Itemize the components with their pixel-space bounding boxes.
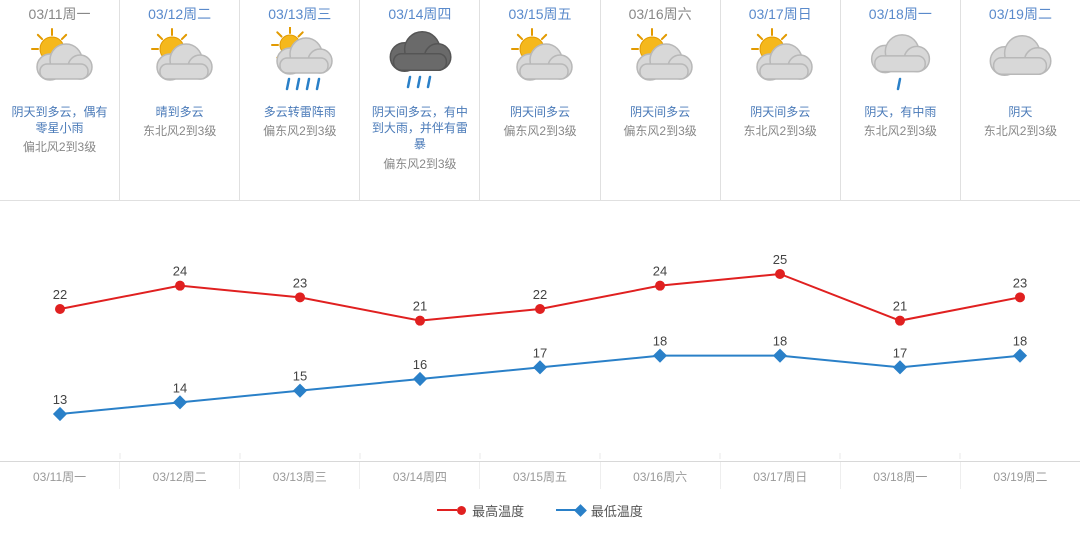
wind-text: 偏东风2到3级 [482, 124, 597, 140]
condition-text: 阴天间多云 [603, 104, 718, 120]
wind-text: 偏北风2到3级 [2, 140, 117, 156]
weather-icon [843, 26, 958, 98]
weather-icon [242, 26, 357, 98]
wind-text: 偏东风2到3级 [242, 124, 357, 140]
svg-text:23: 23 [293, 275, 307, 290]
weather-icon [963, 26, 1078, 98]
svg-text:25: 25 [773, 252, 787, 267]
date-label: 03/12周二 [122, 4, 237, 24]
svg-text:17: 17 [893, 345, 907, 360]
axis-label: 03/17周日 [721, 462, 841, 489]
day-card: 03/18周一 阴天，有中雨 东北风2到3级 [841, 0, 961, 200]
date-label: 03/18周一 [843, 4, 958, 24]
svg-text:21: 21 [893, 299, 907, 314]
condition-text: 阴天间多云，有中到大雨，并伴有雷暴 [362, 104, 477, 153]
axis-label: 03/13周三 [240, 462, 360, 489]
day-card: 03/17周日 阴天间多云 东北风2到3级 [721, 0, 841, 200]
condition-text: 晴到多云 [122, 104, 237, 120]
legend-high-label: 最高温度 [472, 501, 524, 520]
chart-legend: 最高温度 最低温度 [0, 489, 1080, 534]
day-card: 03/19周二 阴天 东北风2到3级 [961, 0, 1080, 200]
condition-text: 多云转雷阵雨 [242, 104, 357, 120]
date-label: 03/15周五 [482, 4, 597, 24]
condition-text: 阴天间多云 [723, 104, 838, 120]
svg-text:23: 23 [1013, 275, 1027, 290]
legend-low: 最低温度 [556, 501, 643, 520]
svg-text:16: 16 [413, 357, 427, 372]
date-label: 03/16周六 [603, 4, 718, 24]
date-label: 03/17周日 [723, 4, 838, 24]
svg-text:21: 21 [413, 299, 427, 314]
legend-low-label: 最低温度 [591, 501, 643, 520]
day-card: 03/15周五 阴天间多云 偏东风2到3级 [480, 0, 600, 200]
date-label: 03/14周四 [362, 4, 477, 24]
svg-text:22: 22 [533, 287, 547, 302]
weather-icon [482, 26, 597, 98]
svg-text:15: 15 [293, 369, 307, 384]
forecast-row: 03/11周一 阴天到多云，偶有零星小雨 偏北风2到3级 03/12周二 晴到多… [0, 0, 1080, 201]
axis-label: 03/11周一 [0, 462, 120, 489]
svg-text:18: 18 [653, 334, 667, 349]
axis-label: 03/12周二 [120, 462, 240, 489]
svg-text:22: 22 [53, 287, 67, 302]
date-label: 03/11周一 [2, 4, 117, 24]
svg-text:24: 24 [173, 264, 187, 279]
axis-label: 03/16周六 [601, 462, 721, 489]
svg-text:13: 13 [53, 392, 67, 407]
chart-x-axis: 03/11周一03/12周二03/13周三03/14周四03/15周五03/16… [0, 461, 1080, 489]
svg-text:18: 18 [1013, 334, 1027, 349]
wind-text: 偏东风2到3级 [603, 124, 718, 140]
wind-text: 东北风2到3级 [843, 124, 958, 140]
chart-svg: 22 24 23 21 22 24 25 21 23 13 14 15 16 17 18 18 17 18 [0, 211, 1080, 461]
svg-text:24: 24 [653, 264, 667, 279]
svg-text:14: 14 [173, 380, 187, 395]
weather-icon [122, 26, 237, 98]
legend-low-dot-icon [574, 504, 587, 517]
condition-text: 阴天间多云 [482, 104, 597, 120]
day-card: 03/16周六 阴天间多云 偏东风2到3级 [601, 0, 721, 200]
svg-text:18: 18 [773, 334, 787, 349]
axis-label: 03/14周四 [360, 462, 480, 489]
weather-icon [2, 26, 117, 98]
condition-text: 阴天 [963, 104, 1078, 120]
weather-icon [723, 26, 838, 98]
axis-label: 03/18周一 [841, 462, 961, 489]
condition-text: 阴天，有中雨 [843, 104, 958, 120]
day-card: 03/11周一 阴天到多云，偶有零星小雨 偏北风2到3级 [0, 0, 120, 200]
date-label: 03/19周二 [963, 4, 1078, 24]
legend-high: 最高温度 [437, 501, 524, 520]
legend-high-line [437, 509, 457, 511]
condition-text: 阴天到多云，偶有零星小雨 [2, 104, 117, 136]
axis-label: 03/19周二 [961, 462, 1080, 489]
wind-text: 东北风2到3级 [122, 124, 237, 140]
wind-text: 偏东风2到3级 [362, 157, 477, 173]
date-label: 03/13周三 [242, 4, 357, 24]
day-card: 03/12周二 晴到多云 东北风2到3级 [120, 0, 240, 200]
wind-text: 东北风2到3级 [723, 124, 838, 140]
wind-text: 东北风2到3级 [963, 124, 1078, 140]
day-card: 03/13周三 多云转雷阵雨 偏东风2到3级 [240, 0, 360, 200]
svg-text:17: 17 [533, 345, 547, 360]
weather-icon [603, 26, 718, 98]
weather-icon [362, 26, 477, 98]
temperature-chart: 22 24 23 21 22 24 25 21 23 13 14 15 16 17 18 18 17 18 03/… [0, 201, 1080, 534]
day-card: 03/14周四 阴天间多云，有中到大雨，并伴有雷暴 偏东风2到3级 [360, 0, 480, 200]
legend-high-dot-icon [457, 506, 466, 515]
axis-label: 03/15周五 [480, 462, 600, 489]
